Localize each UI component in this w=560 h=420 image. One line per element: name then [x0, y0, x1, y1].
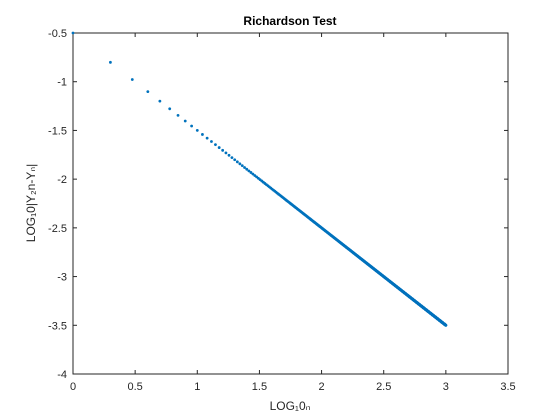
- data-point: [217, 146, 221, 149]
- data-point: [109, 60, 112, 64]
- data-point: [249, 171, 253, 174]
- y-tick-label: -0.5: [48, 28, 67, 40]
- data-point: [176, 113, 180, 117]
- y-tick-label: -4: [57, 369, 67, 381]
- data-point: [168, 107, 172, 111]
- data-point: [233, 158, 237, 162]
- data-point: [221, 148, 225, 152]
- data-point: [227, 153, 231, 157]
- data-point: [201, 133, 204, 136]
- data-point: [245, 167, 249, 171]
- x-tick-label: 3: [443, 381, 449, 393]
- y-tick-label: -1: [57, 77, 67, 89]
- y-axis-label: LOG₁0|Y₂n-Yₙ|: [24, 164, 38, 242]
- data-point: [130, 78, 134, 81]
- data-point: [195, 129, 199, 132]
- data-point: [243, 166, 246, 169]
- y-axis: -4 -3.5 -3 -2.5 -2 -1.5 -1 -0.5: [48, 28, 508, 381]
- data-point: [230, 156, 234, 159]
- y-tick-label: -2: [57, 174, 67, 186]
- data-point: [224, 151, 228, 155]
- data-series: [71, 31, 448, 327]
- y-tick-label: -3.5: [48, 320, 67, 332]
- x-tick-label: 2: [319, 381, 325, 393]
- data-point: [71, 31, 75, 35]
- data-point: [240, 164, 244, 168]
- x-tick-label: 0: [70, 381, 76, 393]
- y-tick-label: -3: [57, 272, 67, 284]
- chart-title: Richardson Test: [243, 14, 336, 28]
- x-tick-label: 2.5: [376, 381, 391, 393]
- data-point: [210, 140, 213, 143]
- data-point: [214, 143, 217, 147]
- data-point: [190, 124, 194, 128]
- y-tick-label: -2.5: [48, 223, 67, 235]
- data-point: [238, 162, 242, 166]
- x-tick-label: 1: [194, 381, 200, 393]
- data-point: [183, 119, 187, 123]
- x-tick-label: 1.5: [252, 381, 267, 393]
- data-point: [235, 160, 239, 164]
- data-point: [251, 172, 255, 176]
- y-tick-label: -1.5: [48, 125, 67, 137]
- data-point: [247, 169, 251, 173]
- data-point: [205, 136, 209, 140]
- data-point: [146, 90, 150, 94]
- x-axis-label: LOG₁0ₙ: [270, 399, 311, 413]
- x-tick-label: 0.5: [127, 381, 142, 393]
- x-axis: 0 0.5 1 1.5 2 2.5 3 3.5: [70, 33, 516, 393]
- data-point: [158, 99, 162, 103]
- data-point: [444, 323, 448, 327]
- x-tick-label: 3.5: [500, 381, 515, 393]
